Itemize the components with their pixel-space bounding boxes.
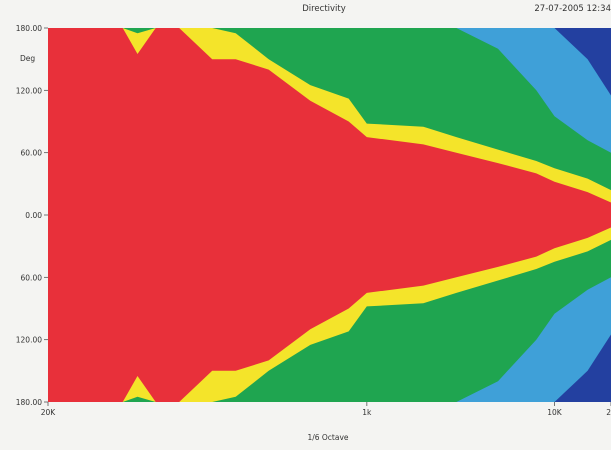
x-tick-label: 10K [547,408,563,417]
chart-title: Directivity [302,4,346,14]
level-band-red [48,28,611,402]
y-tick-label: 60.00 [21,273,43,282]
y-axis-label: Deg [20,54,35,63]
y-tick-label: 180.00 [16,24,42,33]
y-tick-label: 120.00 [16,336,42,345]
x-axis: 20K 1k 10K 2 [41,402,611,417]
y-axis: 180.00 120.00 60.00 0.00 60.00 120.00 180.00 [16,24,48,407]
plot-area [48,28,611,402]
x-tick-label: 20K [41,408,57,417]
y-tick-label: 0.00 [25,211,42,220]
x-tick-label: 1k [362,408,372,417]
x-axis-label: 1/6 Octave [307,433,348,442]
y-tick-label: 180.00 [16,398,42,407]
x-tick-label: 2 [606,408,611,417]
y-tick-label: 120.00 [16,86,42,95]
level-bands [48,28,611,402]
y-tick-label: 60.00 [21,149,43,158]
chart-timestamp: 27-07-2005 12:34 [534,4,611,14]
